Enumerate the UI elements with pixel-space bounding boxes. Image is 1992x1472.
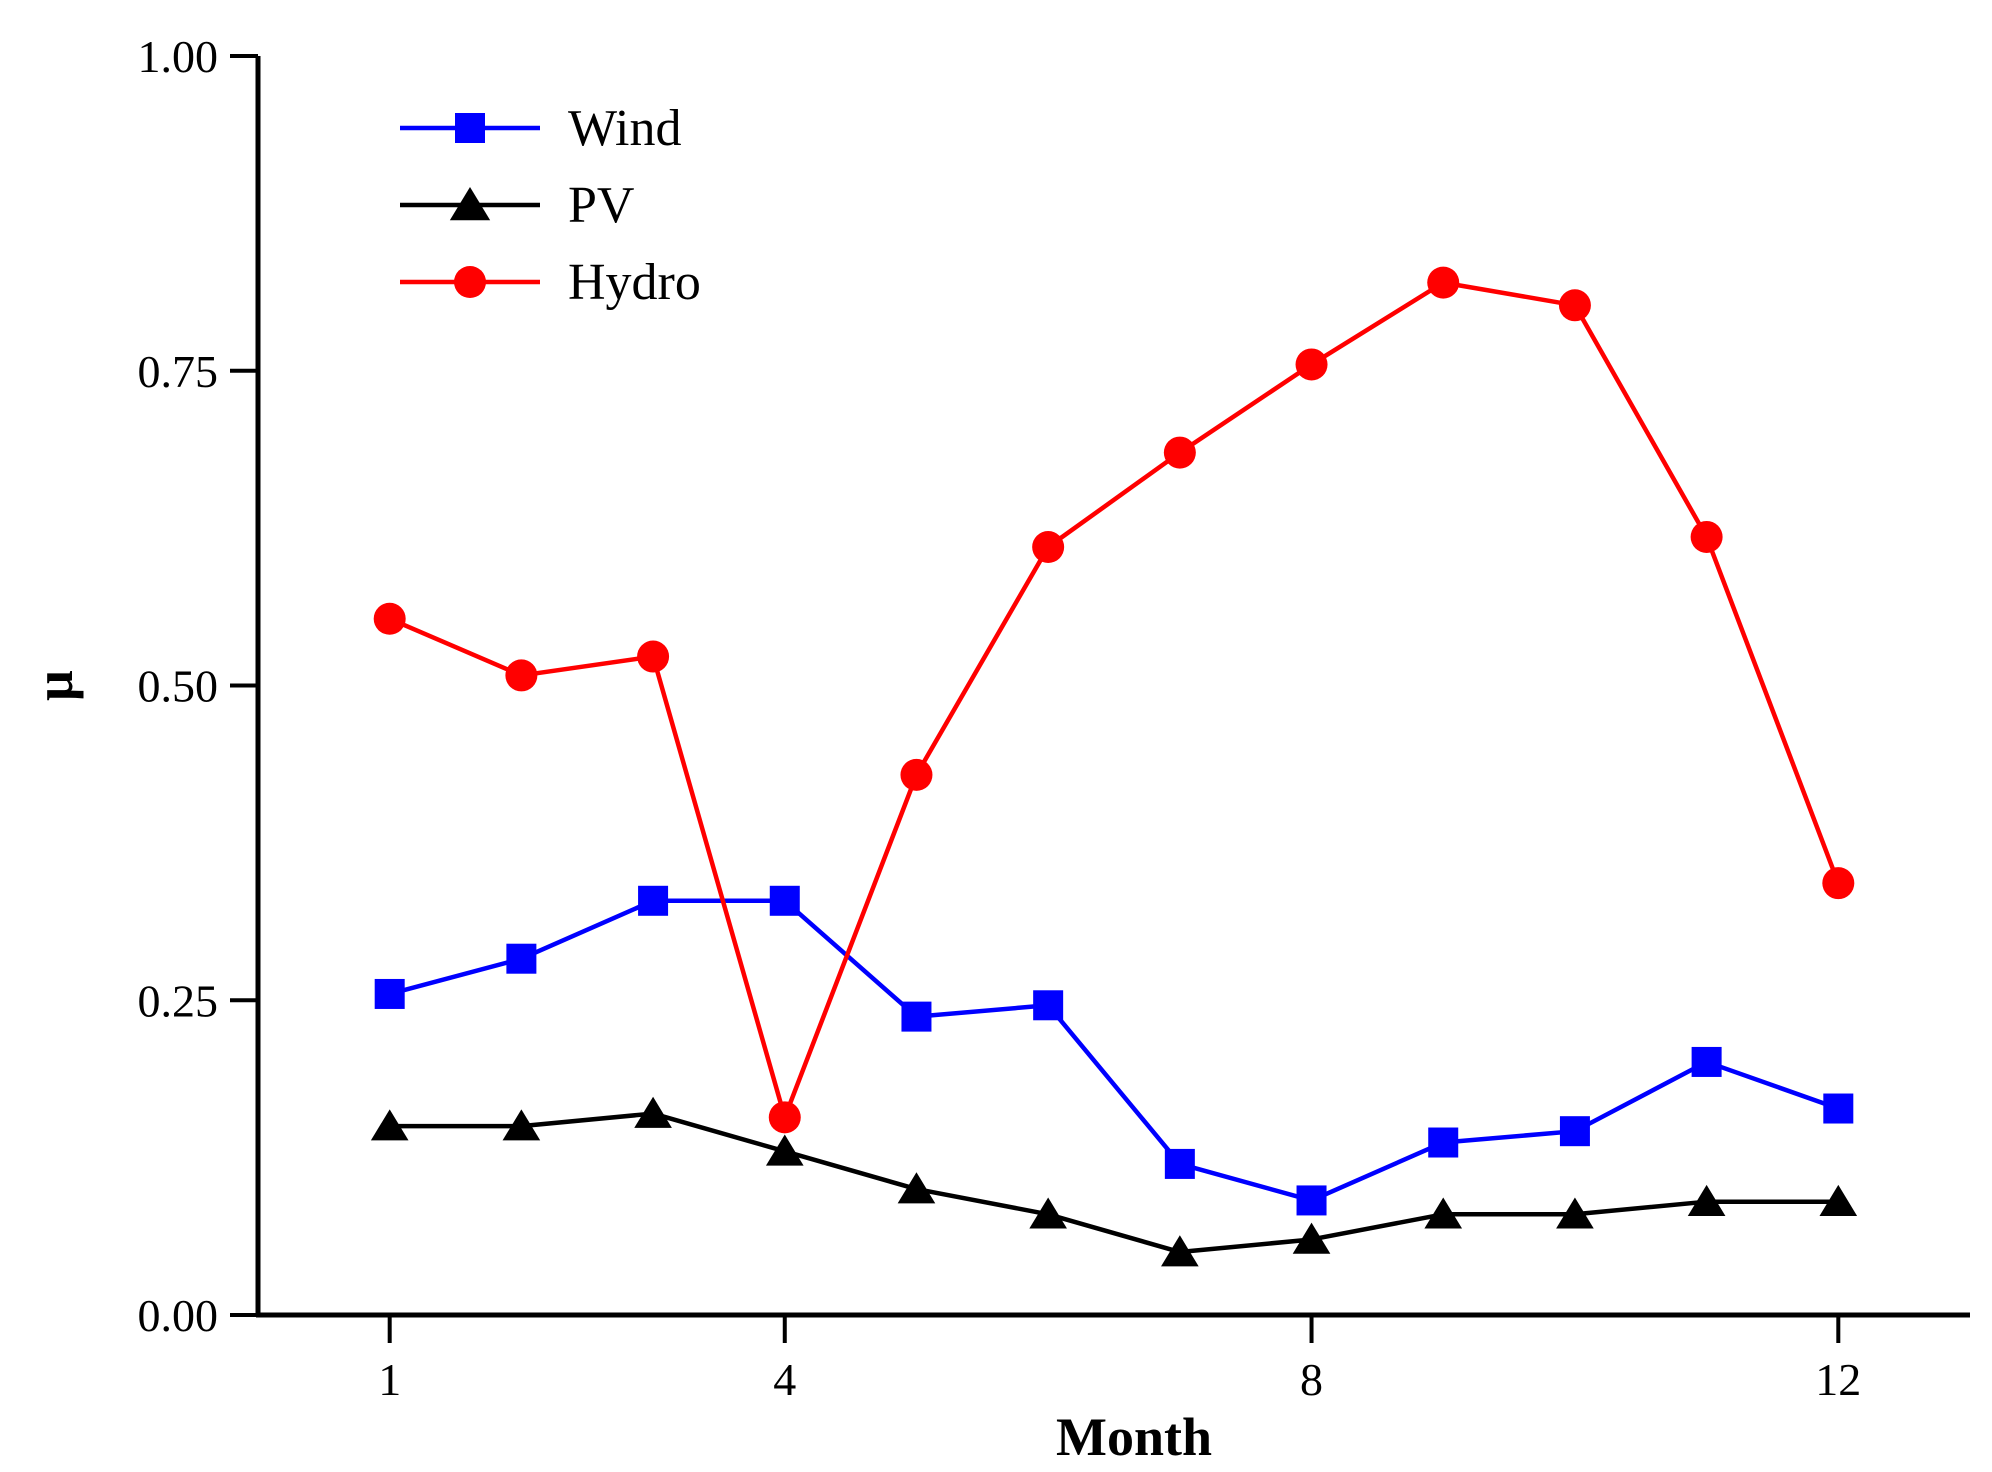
pv-point [897,1172,936,1204]
pv-point [1292,1222,1331,1254]
x-tick-label: 1 [378,1354,401,1405]
y-tick-label: 0.50 [138,661,219,712]
wind-point [901,1001,932,1032]
legend: Wind PV Hydro [400,100,701,311]
hydro-point [1032,531,1065,564]
pv-point [634,1096,672,1128]
wind-point [1164,1148,1195,1179]
legend-item-pv: PV [400,177,634,234]
hydro-point [1163,436,1196,469]
wind-point [769,885,800,916]
legend-label-wind: Wind [568,100,681,157]
pv-point [1029,1197,1067,1229]
pv-point [1819,1184,1858,1216]
wind-point [1296,1185,1327,1216]
ticks: 0.00 0.25 0.50 0.75 1.00 1 4 8 12 [138,31,1862,1405]
wind-point [374,978,405,1009]
pv-point [1687,1184,1726,1216]
series-pv [370,1096,1858,1267]
legend-marker-hydro [454,266,486,298]
x-axis-title: Month [1056,1407,1212,1467]
wind-point [1823,1093,1854,1124]
y-tick-label: 1.00 [138,31,219,82]
legend-item-wind: Wind [400,100,681,157]
wind-point [1033,990,1064,1021]
wind-point [1428,1127,1459,1158]
legend-marker-wind [455,113,485,143]
wind-point [506,943,537,974]
wind-point [638,885,669,916]
wind-point [1691,1046,1722,1077]
x-tick-label: 8 [1300,1354,1323,1405]
hydro-point [1295,348,1328,381]
pv-point [370,1109,409,1141]
hydro-point [900,758,933,791]
hydro-point [1822,867,1855,900]
hydro-point [637,640,670,673]
x-tick-label: 12 [1815,1354,1861,1405]
legend-label-hydro: Hydro [568,254,701,311]
hydro-line [388,280,1841,1120]
series-layer [370,266,1858,1267]
pv-point [1424,1197,1463,1229]
pv-point [1556,1197,1594,1229]
pv-point [765,1134,804,1166]
x-tick-label: 4 [773,1354,796,1405]
y-tick-label: 0.00 [138,1290,219,1341]
y-axis-title: μ [24,670,84,701]
hydro-point [505,659,538,692]
hydro-point [1427,266,1460,299]
legend-item-hydro: Hydro [400,254,701,311]
legend-label-pv: PV [568,177,634,234]
series-wind [374,885,1854,1216]
hydro-point [373,602,406,635]
pv-line [389,1111,1839,1255]
hydro-point [768,1101,801,1134]
y-tick-label: 0.75 [138,346,219,397]
hydro-point [1558,289,1591,322]
pv-point [502,1109,541,1141]
pv-point [1161,1235,1199,1267]
series-hydro [373,266,1855,1134]
wind-point [1559,1116,1590,1147]
y-tick-label: 0.25 [138,975,219,1026]
legend-marker-pv [449,187,491,221]
hydro-point [1690,520,1723,553]
wind-line [389,898,1840,1203]
